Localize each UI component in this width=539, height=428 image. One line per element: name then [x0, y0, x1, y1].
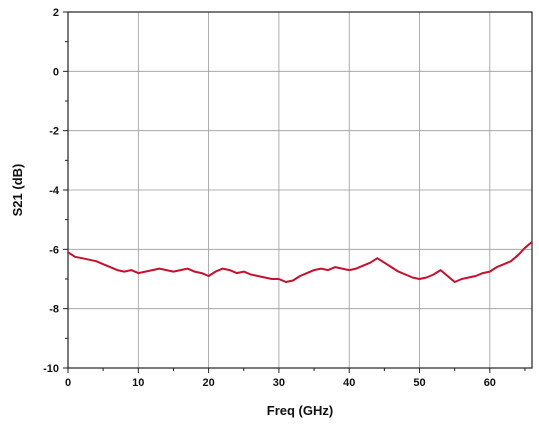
x-tick-label-20: 20	[202, 377, 214, 389]
x-tick-label-10: 10	[132, 377, 144, 389]
x-tick-label-50: 50	[413, 377, 425, 389]
series-line-s21	[67, 241, 533, 283]
x-tick-label-60: 60	[484, 377, 496, 389]
y-tick-label--2: -2	[49, 126, 59, 138]
plot-frame	[67, 11, 533, 369]
y-tick-label--10: -10	[43, 363, 59, 375]
y-tick-label--6: -6	[49, 244, 59, 256]
axis-ticks	[63, 11, 526, 373]
grid-lines	[68, 12, 532, 368]
y-axis-label: S21 (dB)	[10, 164, 25, 217]
y-tick-label--4: -4	[49, 185, 60, 197]
y-tick-label--8: -8	[49, 304, 59, 316]
x-tick-label-0: 0	[65, 377, 71, 389]
x-tick-labels: 0 10 20 30 40 50 60	[65, 377, 496, 389]
x-tick-label-30: 30	[273, 377, 285, 389]
x-axis-label: Freq (GHz)	[267, 403, 333, 418]
x-tick-label-40: 40	[343, 377, 355, 389]
y-tick-label-0: 0	[53, 66, 59, 78]
y-tick-label-2: 2	[53, 7, 59, 19]
y-tick-labels: -10 -8 -6 -4 -2 0 2	[43, 7, 60, 375]
